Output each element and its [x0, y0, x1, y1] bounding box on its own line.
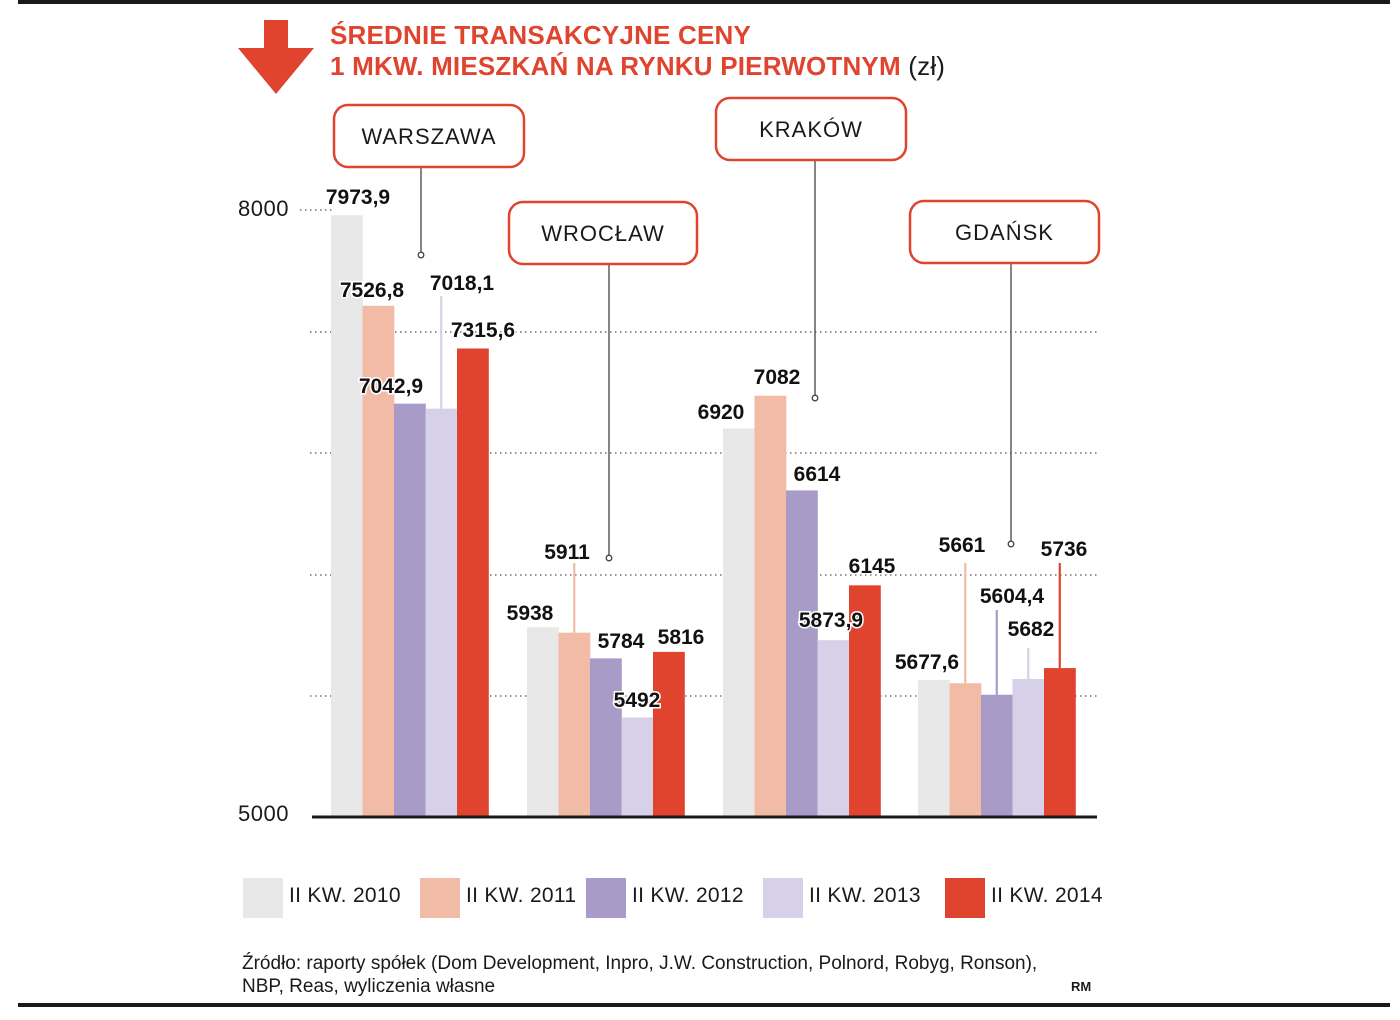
bar: [849, 585, 881, 817]
city-callout-box: [714, 96, 908, 162]
value-label: 7526,8: [340, 279, 405, 302]
legend-label-2014: II KW. 2014: [991, 884, 1103, 907]
city-callout-box: [332, 103, 526, 169]
bar: [394, 403, 426, 817]
legend-swatch-2013: [763, 878, 803, 918]
value-label: 5736: [1041, 538, 1088, 561]
value-label: 5911: [544, 541, 590, 564]
value-label: 7018,1: [430, 272, 495, 295]
city-callout-box: [507, 200, 699, 266]
legend-swatch-2010: [243, 878, 283, 918]
bar: [527, 627, 559, 817]
value-label: 7082: [754, 366, 801, 389]
chart-title: ŚREDNIE TRANSAKCYJNE CENY 1 MKW. MIESZKA…: [330, 20, 945, 82]
city-label: KRAKÓW: [759, 117, 863, 142]
value-label: 5816: [658, 626, 705, 649]
title-line-2-text: 1 MKW. MIESZKAŃ NA RYNKU PIERWOTNYM: [330, 51, 901, 81]
city-label: GDAŃSK: [955, 220, 1054, 245]
bottom-rule: [18, 1003, 1390, 1007]
callout-dot: [605, 554, 613, 562]
bar: [918, 679, 950, 817]
bar: [425, 408, 458, 817]
value-label: 7315,6: [451, 319, 515, 342]
legend: II KW. 2010 II KW. 2011 II KW. 2012 II K…: [0, 878, 1400, 922]
title-line-2: 1 MKW. MIESZKAŃ NA RYNKU PIERWOTNYM (zł): [330, 51, 945, 82]
bar: [754, 395, 787, 817]
bar: [981, 694, 1013, 817]
callout-dot: [1007, 540, 1015, 548]
bar: [362, 305, 395, 817]
value-label: 5938: [507, 602, 554, 625]
legend-swatch-2014: [945, 878, 985, 918]
value-label: 7042,9: [359, 375, 423, 398]
value-label: 5661: [939, 534, 986, 557]
bar: [1012, 679, 1045, 817]
bar: [590, 658, 622, 817]
bar: [817, 640, 850, 817]
bar: [331, 215, 363, 818]
top-rule: [18, 0, 1390, 4]
legend-label-2011: II KW. 2011: [466, 884, 577, 907]
value-label: 6614: [794, 463, 841, 486]
bar: [621, 717, 654, 817]
legend-label-2013: II KW. 2013: [809, 884, 921, 907]
bar: [949, 683, 982, 817]
value-label: 5873,9: [799, 609, 863, 632]
city-callout-box: [908, 199, 1101, 265]
value-label: 5784: [598, 630, 645, 653]
value-label: 5604,4: [980, 585, 1045, 608]
bar: [457, 348, 489, 817]
legend-label-2010: II KW. 2010: [289, 884, 401, 907]
title-line-1: ŚREDNIE TRANSAKCYJNE CENY: [330, 20, 752, 50]
callout-dot: [417, 251, 425, 259]
city-label: WARSZAWA: [361, 124, 496, 149]
value-label: 5682: [1008, 618, 1055, 641]
value-label: 5677,6: [895, 651, 959, 674]
legend-swatch-2012: [586, 878, 626, 918]
bar: [653, 651, 685, 817]
value-label: 6920: [698, 401, 745, 424]
y-tick-label: 5000: [238, 801, 289, 826]
bar: [786, 490, 818, 817]
value-label: 5492: [614, 689, 661, 712]
author-initials: RM: [1071, 979, 1092, 994]
value-label: 7973,9: [326, 186, 390, 209]
bar-chart: 8000 5000 7973,9 5938 6920 5677,6 7526,8 5911 70…: [238, 96, 1101, 826]
callout-dot: [811, 394, 819, 402]
legend-label-2012: II KW. 2012: [632, 884, 744, 907]
source-note: Źródło: raporty spółek (Dom Development,…: [242, 953, 1038, 997]
city-label: WROCŁAW: [541, 221, 665, 246]
bar: [558, 632, 591, 817]
y-tick-label: 8000: [238, 196, 289, 221]
bar: [723, 428, 755, 817]
bar: [1044, 668, 1076, 817]
title-unit: (zł): [908, 51, 946, 81]
arrow-down-icon: [238, 20, 314, 94]
value-label: 6145: [849, 555, 896, 578]
legend-swatch-2011: [420, 878, 460, 918]
